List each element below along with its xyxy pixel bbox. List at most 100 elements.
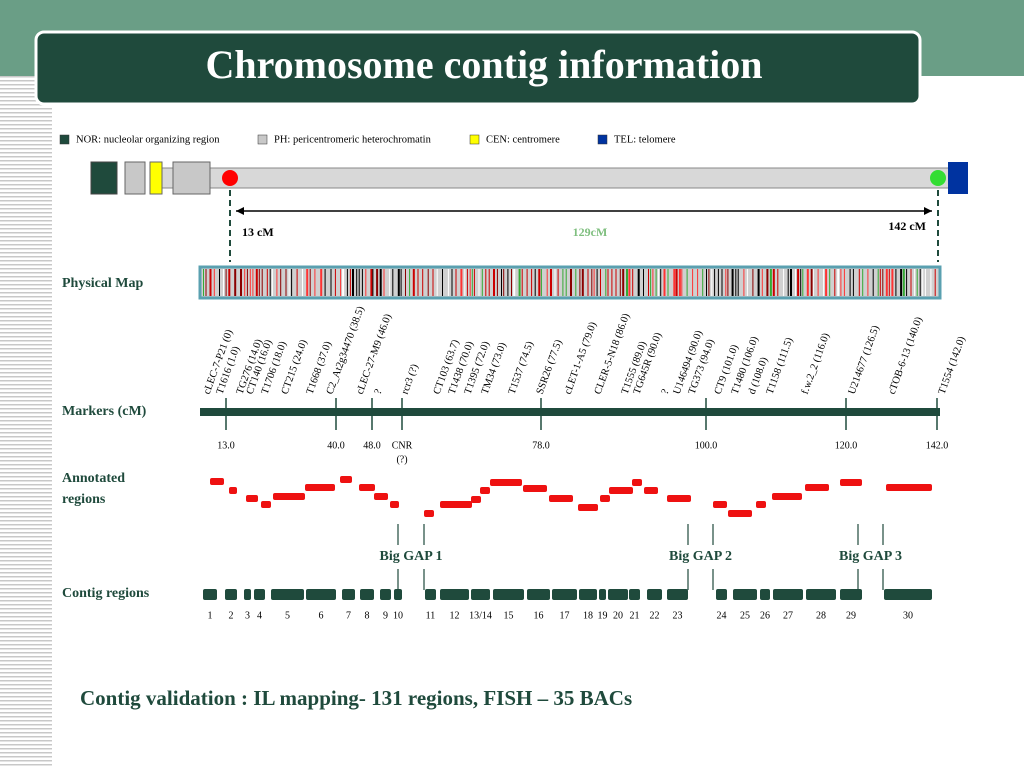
map-band: [637, 269, 640, 296]
map-band: [562, 269, 564, 296]
contig-label: 29: [846, 610, 856, 621]
map-band: [817, 269, 819, 296]
map-band: [223, 269, 224, 296]
map-band: [752, 269, 754, 296]
map-band: [681, 269, 683, 296]
map-band: [655, 269, 657, 296]
annotated-region: [440, 501, 472, 508]
map-band: [538, 269, 541, 296]
annotated-region: [261, 501, 271, 508]
map-band: [858, 269, 860, 296]
map-band: [678, 269, 681, 296]
contig: [608, 589, 628, 600]
map-band: [376, 269, 379, 296]
map-band: [605, 269, 607, 296]
map-band: [914, 269, 916, 296]
map-band: [306, 269, 309, 296]
map-band: [471, 269, 473, 296]
map-band: [622, 269, 625, 296]
annotated-region: [424, 510, 434, 517]
map-band: [575, 269, 577, 296]
start-label: 13 cM: [242, 225, 274, 239]
contig-label: 6: [319, 610, 324, 621]
map-band: [501, 269, 502, 296]
map-band: [843, 269, 845, 296]
map-band: [852, 269, 854, 296]
contig: [425, 589, 436, 600]
map-band: [481, 269, 483, 296]
row-label: Markers (cM): [62, 404, 147, 419]
map-band: [619, 269, 621, 296]
map-band: [663, 269, 666, 296]
map-band: [225, 269, 227, 296]
annotated-region: [667, 495, 691, 502]
map-band: [727, 269, 729, 296]
map-band: [269, 269, 271, 296]
title-box: [34, 30, 922, 106]
contig-label: 11: [426, 610, 436, 621]
annotated-region: [273, 493, 305, 500]
contig-label: 27: [783, 610, 793, 621]
annotated-region: [246, 495, 258, 502]
map-band: [383, 269, 385, 296]
legend-swatch: [257, 134, 268, 145]
contig: [579, 589, 597, 600]
map-band: [203, 269, 204, 296]
contig-label: 21: [630, 610, 640, 621]
annotated-region: [886, 484, 932, 491]
map-band: [660, 269, 662, 296]
map-band: [823, 269, 825, 296]
map-band: [358, 269, 360, 296]
map-band: [246, 269, 248, 296]
map-band: [485, 269, 487, 296]
annotated-region: [728, 510, 752, 517]
map-band: [766, 269, 769, 296]
annotated-region: [471, 496, 481, 503]
contig-label: 24: [717, 610, 727, 621]
map-band: [244, 269, 246, 296]
map-band: [721, 269, 723, 296]
marker-name: T1537 (74.5): [507, 340, 536, 396]
contig: [271, 589, 304, 600]
contig: [254, 589, 265, 600]
map-band: [493, 269, 495, 296]
map-band: [812, 269, 814, 296]
map-band: [806, 269, 809, 296]
map-band: [900, 269, 903, 296]
annotated-region: [578, 504, 598, 511]
contig-label: 12: [450, 610, 460, 621]
map-band: [334, 269, 336, 296]
map-band: [266, 269, 268, 296]
contig: [667, 589, 688, 600]
map-band: [667, 269, 669, 296]
contig-label: 4: [257, 610, 262, 621]
map-band: [790, 269, 792, 296]
map-band: [867, 269, 869, 296]
annotated-region: [305, 484, 335, 491]
map-band: [521, 269, 523, 296]
map-band: [447, 269, 449, 296]
contig: [733, 589, 757, 600]
map-band: [427, 269, 429, 296]
map-band: [711, 269, 713, 296]
map-band: [885, 269, 888, 296]
map-band: [650, 269, 652, 296]
map-band: [346, 269, 348, 296]
map-band: [513, 269, 516, 296]
map-band: [397, 269, 400, 296]
map-band: [554, 269, 556, 296]
map-band: [219, 269, 220, 296]
map-band: [518, 269, 521, 296]
map-band: [919, 269, 921, 296]
row-label: Physical Map: [62, 276, 143, 291]
map-band: [632, 269, 634, 296]
footer: Contig validation : IL mapping- 131 regi…: [80, 686, 632, 710]
map-band: [658, 269, 660, 296]
legend-swatch: [59, 134, 70, 145]
map-band: [280, 269, 282, 296]
contig-label: 25: [740, 610, 750, 621]
map-band: [834, 269, 836, 296]
contig: [342, 589, 355, 600]
map-band: [862, 269, 864, 296]
map-band: [737, 269, 739, 296]
